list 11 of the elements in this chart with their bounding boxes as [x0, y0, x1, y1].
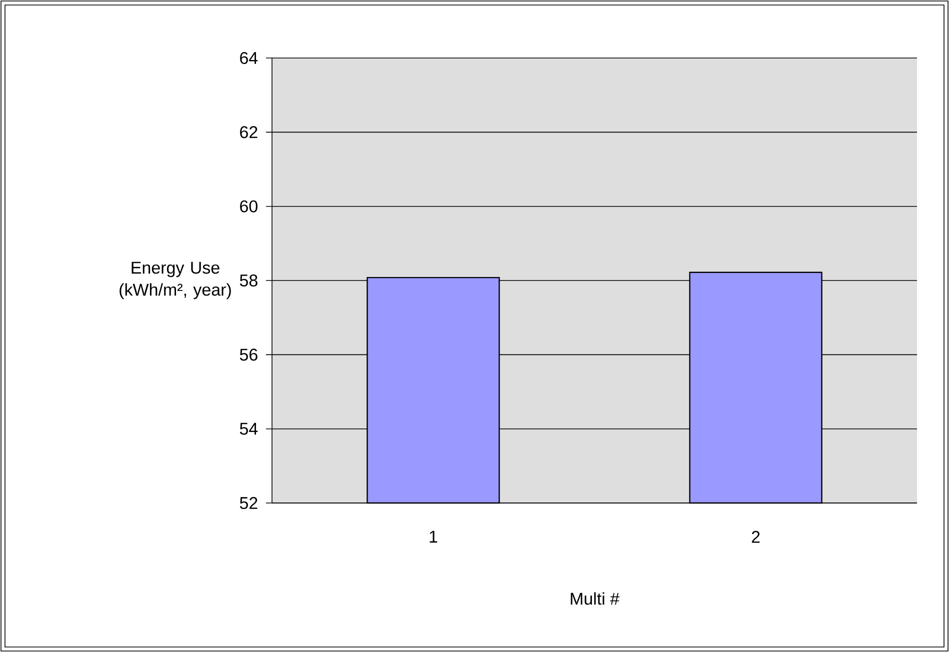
- y-tick-label: 52: [240, 496, 258, 510]
- x-tick-label: 2: [752, 530, 760, 543]
- y-tick-label: 64: [240, 52, 258, 64]
- x-tick-label: 1: [430, 530, 438, 543]
- y-tick-label: 58: [240, 274, 258, 287]
- y-tick-label: 56: [240, 348, 258, 361]
- y-tick-label: 62: [240, 126, 258, 138]
- y-tick-label: 60: [240, 200, 258, 212]
- y-axis-title: Energy Use (kWh/m², year): [120, 262, 231, 300]
- y-tick-label: 54: [240, 422, 258, 435]
- x-axis-title: Multi #: [570, 592, 620, 605]
